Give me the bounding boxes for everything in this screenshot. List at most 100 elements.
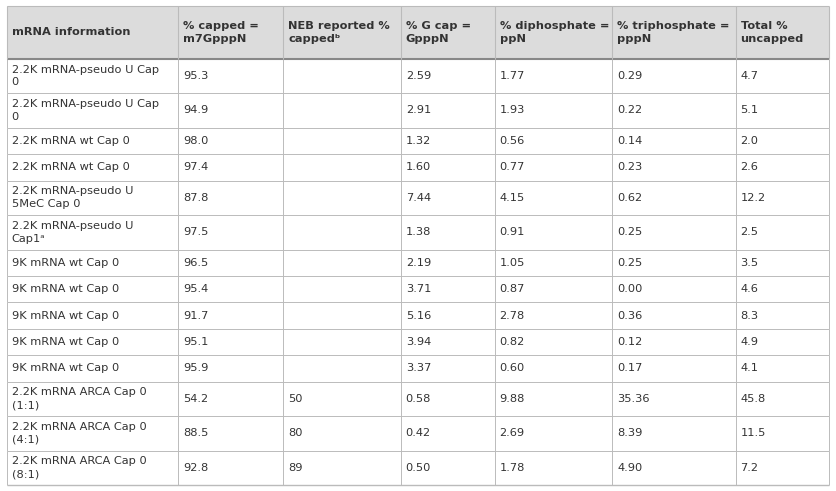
Text: 1.77: 1.77 bbox=[499, 71, 525, 81]
Text: 0.58: 0.58 bbox=[405, 394, 431, 404]
Text: 1.60: 1.60 bbox=[405, 163, 431, 172]
Text: 2.2K mRNA ARCA Cap 0
(1:1): 2.2K mRNA ARCA Cap 0 (1:1) bbox=[12, 387, 146, 410]
Text: 3.71: 3.71 bbox=[405, 284, 431, 294]
Text: 2.2K mRNA wt Cap 0: 2.2K mRNA wt Cap 0 bbox=[12, 136, 130, 146]
Text: % triphosphate =
pppN: % triphosphate = pppN bbox=[617, 21, 730, 44]
Text: 0.29: 0.29 bbox=[617, 71, 642, 81]
Text: 1.38: 1.38 bbox=[405, 227, 431, 237]
Text: 2.5: 2.5 bbox=[741, 227, 758, 237]
Bar bbox=[7, 302, 829, 329]
Text: 9K mRNA wt Cap 0: 9K mRNA wt Cap 0 bbox=[12, 284, 119, 294]
Text: 54.2: 54.2 bbox=[183, 394, 208, 404]
Text: 2.2K mRNA-pseudo U Cap
0: 2.2K mRNA-pseudo U Cap 0 bbox=[12, 99, 159, 122]
Text: 4.7: 4.7 bbox=[741, 71, 758, 81]
Text: 0.25: 0.25 bbox=[617, 227, 642, 237]
Text: 5.16: 5.16 bbox=[405, 310, 431, 321]
Text: 95.1: 95.1 bbox=[183, 337, 208, 347]
Bar bbox=[7, 154, 829, 181]
Text: 9.88: 9.88 bbox=[499, 394, 525, 404]
Text: 0.25: 0.25 bbox=[617, 258, 642, 268]
Text: 2.2K mRNA ARCA Cap 0
(4:1): 2.2K mRNA ARCA Cap 0 (4:1) bbox=[12, 422, 146, 445]
Text: 7.44: 7.44 bbox=[405, 193, 431, 203]
Text: 9K mRNA wt Cap 0: 9K mRNA wt Cap 0 bbox=[12, 337, 119, 347]
Text: 96.5: 96.5 bbox=[183, 258, 208, 268]
Text: 2.0: 2.0 bbox=[741, 136, 758, 146]
Bar bbox=[7, 355, 829, 382]
Text: 95.9: 95.9 bbox=[183, 363, 208, 373]
Bar bbox=[7, 181, 829, 215]
Bar bbox=[7, 276, 829, 302]
Text: 0.77: 0.77 bbox=[499, 163, 525, 172]
Text: 4.90: 4.90 bbox=[617, 463, 642, 473]
Text: 3.5: 3.5 bbox=[741, 258, 758, 268]
Bar bbox=[7, 329, 829, 355]
Text: 4.1: 4.1 bbox=[741, 363, 758, 373]
Text: 3.94: 3.94 bbox=[405, 337, 431, 347]
Bar bbox=[7, 249, 829, 276]
Text: 2.2K mRNA-pseudo U Cap
0: 2.2K mRNA-pseudo U Cap 0 bbox=[12, 64, 159, 87]
Bar bbox=[7, 416, 829, 451]
Text: 0.91: 0.91 bbox=[499, 227, 525, 237]
Text: 4.15: 4.15 bbox=[499, 193, 525, 203]
Text: 2.78: 2.78 bbox=[499, 310, 525, 321]
Text: 45.8: 45.8 bbox=[741, 394, 766, 404]
Text: 2.2K mRNA ARCA Cap 0
(8:1): 2.2K mRNA ARCA Cap 0 (8:1) bbox=[12, 457, 146, 479]
Bar bbox=[7, 382, 829, 416]
Text: 97.5: 97.5 bbox=[183, 227, 208, 237]
Text: 0.56: 0.56 bbox=[499, 136, 525, 146]
Text: 2.2K mRNA-pseudo U
Cap1ᵃ: 2.2K mRNA-pseudo U Cap1ᵃ bbox=[12, 221, 133, 244]
Text: % G cap =
GpppN: % G cap = GpppN bbox=[405, 21, 471, 44]
Text: 2.91: 2.91 bbox=[405, 106, 431, 115]
Text: 12.2: 12.2 bbox=[741, 193, 766, 203]
Text: 0.12: 0.12 bbox=[617, 337, 642, 347]
Text: 80: 80 bbox=[288, 428, 303, 438]
Text: 11.5: 11.5 bbox=[741, 428, 766, 438]
Text: 0.62: 0.62 bbox=[617, 193, 642, 203]
Text: 9K mRNA wt Cap 0: 9K mRNA wt Cap 0 bbox=[12, 258, 119, 268]
Text: 4.9: 4.9 bbox=[741, 337, 758, 347]
Text: 0.50: 0.50 bbox=[405, 463, 431, 473]
Text: 89: 89 bbox=[288, 463, 303, 473]
Text: 0.23: 0.23 bbox=[617, 163, 642, 172]
Text: 50: 50 bbox=[288, 394, 303, 404]
Bar bbox=[7, 451, 829, 485]
Text: 2.19: 2.19 bbox=[405, 258, 431, 268]
Text: 9K mRNA wt Cap 0: 9K mRNA wt Cap 0 bbox=[12, 310, 119, 321]
Text: 1.78: 1.78 bbox=[499, 463, 525, 473]
Text: 0.82: 0.82 bbox=[499, 337, 525, 347]
Text: 9K mRNA wt Cap 0: 9K mRNA wt Cap 0 bbox=[12, 363, 119, 373]
Text: 4.6: 4.6 bbox=[741, 284, 758, 294]
Text: 2.6: 2.6 bbox=[741, 163, 758, 172]
Text: 2.2K mRNA wt Cap 0: 2.2K mRNA wt Cap 0 bbox=[12, 163, 130, 172]
Text: 2.69: 2.69 bbox=[499, 428, 525, 438]
Text: NEB reported %
cappedᵇ: NEB reported % cappedᵇ bbox=[288, 21, 390, 44]
Text: 98.0: 98.0 bbox=[183, 136, 208, 146]
Text: 95.4: 95.4 bbox=[183, 284, 208, 294]
Text: 1.32: 1.32 bbox=[405, 136, 431, 146]
Text: 0.22: 0.22 bbox=[617, 106, 642, 115]
Text: 0.42: 0.42 bbox=[405, 428, 431, 438]
Bar bbox=[7, 128, 829, 154]
Text: 0.36: 0.36 bbox=[617, 310, 642, 321]
Text: 1.93: 1.93 bbox=[499, 106, 525, 115]
Text: 87.8: 87.8 bbox=[183, 193, 208, 203]
Text: 8.3: 8.3 bbox=[741, 310, 758, 321]
Text: % diphosphate =
ppN: % diphosphate = ppN bbox=[499, 21, 609, 44]
Text: 2.2K mRNA-pseudo U
5MeC Cap 0: 2.2K mRNA-pseudo U 5MeC Cap 0 bbox=[12, 187, 133, 209]
Text: 88.5: 88.5 bbox=[183, 428, 208, 438]
Text: 35.36: 35.36 bbox=[617, 394, 650, 404]
Text: mRNA information: mRNA information bbox=[12, 27, 130, 37]
Text: 2.59: 2.59 bbox=[405, 71, 431, 81]
Text: 97.4: 97.4 bbox=[183, 163, 208, 172]
Text: 7.2: 7.2 bbox=[741, 463, 758, 473]
Text: 3.37: 3.37 bbox=[405, 363, 431, 373]
Text: Total %
uncapped: Total % uncapped bbox=[741, 21, 803, 44]
Text: 0.87: 0.87 bbox=[499, 284, 525, 294]
Bar bbox=[7, 59, 829, 93]
Text: 0.60: 0.60 bbox=[499, 363, 525, 373]
Bar bbox=[7, 93, 829, 128]
Text: 95.3: 95.3 bbox=[183, 71, 208, 81]
Text: 91.7: 91.7 bbox=[183, 310, 208, 321]
Text: % capped =
m7GpppN: % capped = m7GpppN bbox=[183, 21, 258, 44]
Text: 0.00: 0.00 bbox=[617, 284, 643, 294]
